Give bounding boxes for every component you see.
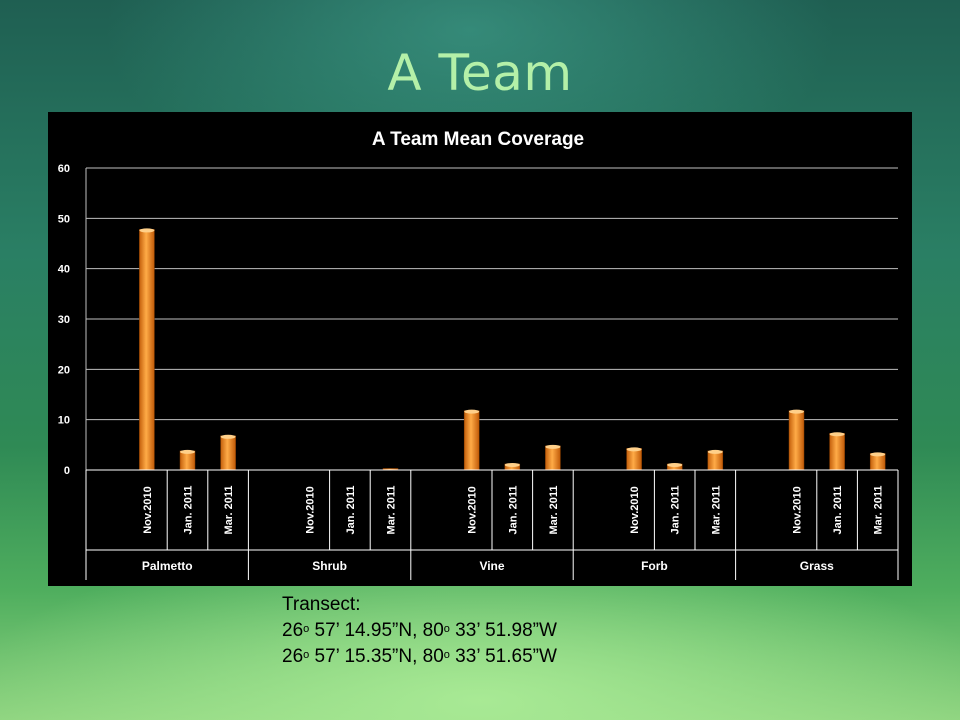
subcategory-label: Mar. 2011 — [548, 486, 560, 535]
subcategory-label: Nov.2010 — [304, 486, 316, 534]
bar-palmetto-3 — [220, 435, 236, 471]
subcategory-label: Mar. 2011 — [386, 486, 398, 535]
coord-2-lat-degree-mark: o — [303, 649, 310, 661]
bar-cap — [626, 447, 642, 452]
subcategory-label: Jan. 2011 — [832, 486, 844, 535]
bar-palmetto-1 — [139, 229, 155, 471]
bar-vine-3 — [545, 445, 561, 471]
chart-frame: A Team Mean Coverage 0 10 20 30 40 50 60 Palme… — [48, 112, 912, 586]
subcategory-label: Mar. 2011 — [873, 486, 885, 535]
y-tick-label: 50 — [58, 213, 70, 225]
group-label-shrub: Shrub — [312, 559, 347, 573]
coord-1-lon-degree-mark: o — [443, 623, 450, 635]
y-tick-label: 20 — [58, 364, 70, 376]
y-tick-label: 60 — [58, 163, 70, 175]
coord-2-lon-rest: 33’ 51.65”W — [449, 646, 557, 667]
bar-cap — [789, 409, 804, 414]
subcategory-label: Jan. 2011 — [183, 486, 195, 535]
y-tick-label: 0 — [64, 465, 70, 477]
bar-cap — [220, 434, 236, 439]
y-axis-ticks: 0 10 20 30 40 50 60 — [58, 163, 70, 477]
bars — [139, 228, 886, 471]
subcategory-label: Nov.2010 — [467, 486, 479, 534]
coord-1-lat-degree-mark: o — [303, 623, 310, 635]
bar-cap — [545, 444, 561, 449]
subcategory-label: Jan. 2011 — [670, 486, 682, 535]
coord-2-lat-rest: 57’ 15.35”N, — [309, 646, 423, 667]
transect-info: Transect: 26o 57’ 14.95”N, 80o 33’ 51.98… — [282, 592, 557, 670]
slide-title: A Team — [387, 44, 573, 102]
bar-vine-1 — [463, 410, 480, 471]
coord-2-lat-degrees: 26 — [282, 646, 304, 667]
bar-cap — [464, 409, 480, 414]
transect-label: Transect: — [282, 594, 361, 615]
bar-forb-1 — [626, 448, 642, 471]
group-label-palmetto: Palmetto — [142, 559, 193, 573]
transect-coordinate-1: 26o 57’ 14.95”N, 80o 33’ 51.98”W — [282, 618, 557, 644]
coord-1-lon-degrees: 80 — [422, 620, 444, 641]
bar-cap — [707, 449, 723, 454]
coord-1-lat-degrees: 26 — [282, 620, 304, 641]
group-label-forb: Forb — [641, 559, 668, 573]
coord-2-lon-degree-mark: o — [443, 649, 450, 661]
chart-title: A Team Mean Coverage — [372, 129, 584, 150]
subcategory-label: Mar. 2011 — [223, 486, 235, 535]
group-label-vine: Vine — [479, 559, 504, 573]
category-axis: Palmetto Nov.2010 Jan. 2011 Mar. 2011 Shrub N… — [85, 469, 899, 580]
bar-cap — [180, 449, 195, 454]
bar-cap — [870, 452, 886, 457]
y-tick-label: 10 — [58, 415, 70, 427]
coord-1-lat-rest: 57’ 14.95”N, — [309, 620, 423, 641]
y-tick-label: 40 — [58, 264, 70, 276]
subcategory-label: Jan. 2011 — [507, 486, 519, 535]
y-tick-label: 30 — [58, 314, 70, 326]
coord-1-lon-rest: 33’ 51.98”W — [449, 620, 557, 641]
subcategory-label: Mar. 2011 — [710, 486, 722, 535]
coverage-bar-chart: A Team Mean Coverage 0 10 20 30 40 50 60 Palme… — [58, 129, 899, 580]
coord-2-lon-degrees: 80 — [422, 646, 444, 667]
bar-grass-1 — [788, 410, 805, 471]
bar-grass-2 — [829, 433, 845, 471]
group-label-grass: Grass — [800, 559, 834, 573]
subcategory-label: Nov.2010 — [142, 486, 154, 534]
subcategory-label: Jan. 2011 — [345, 486, 357, 535]
bar-cap — [504, 462, 520, 467]
transect-coordinate-2: 26o 57’ 15.35”N, 80o 33’ 51.65”W — [282, 644, 557, 670]
bar-cap — [667, 462, 683, 467]
gridlines — [85, 167, 898, 471]
subcategory-label: Nov.2010 — [792, 486, 804, 534]
bar-cap — [829, 432, 845, 437]
subcategory-label: Nov.2010 — [629, 486, 641, 534]
bar-cap — [139, 228, 155, 233]
